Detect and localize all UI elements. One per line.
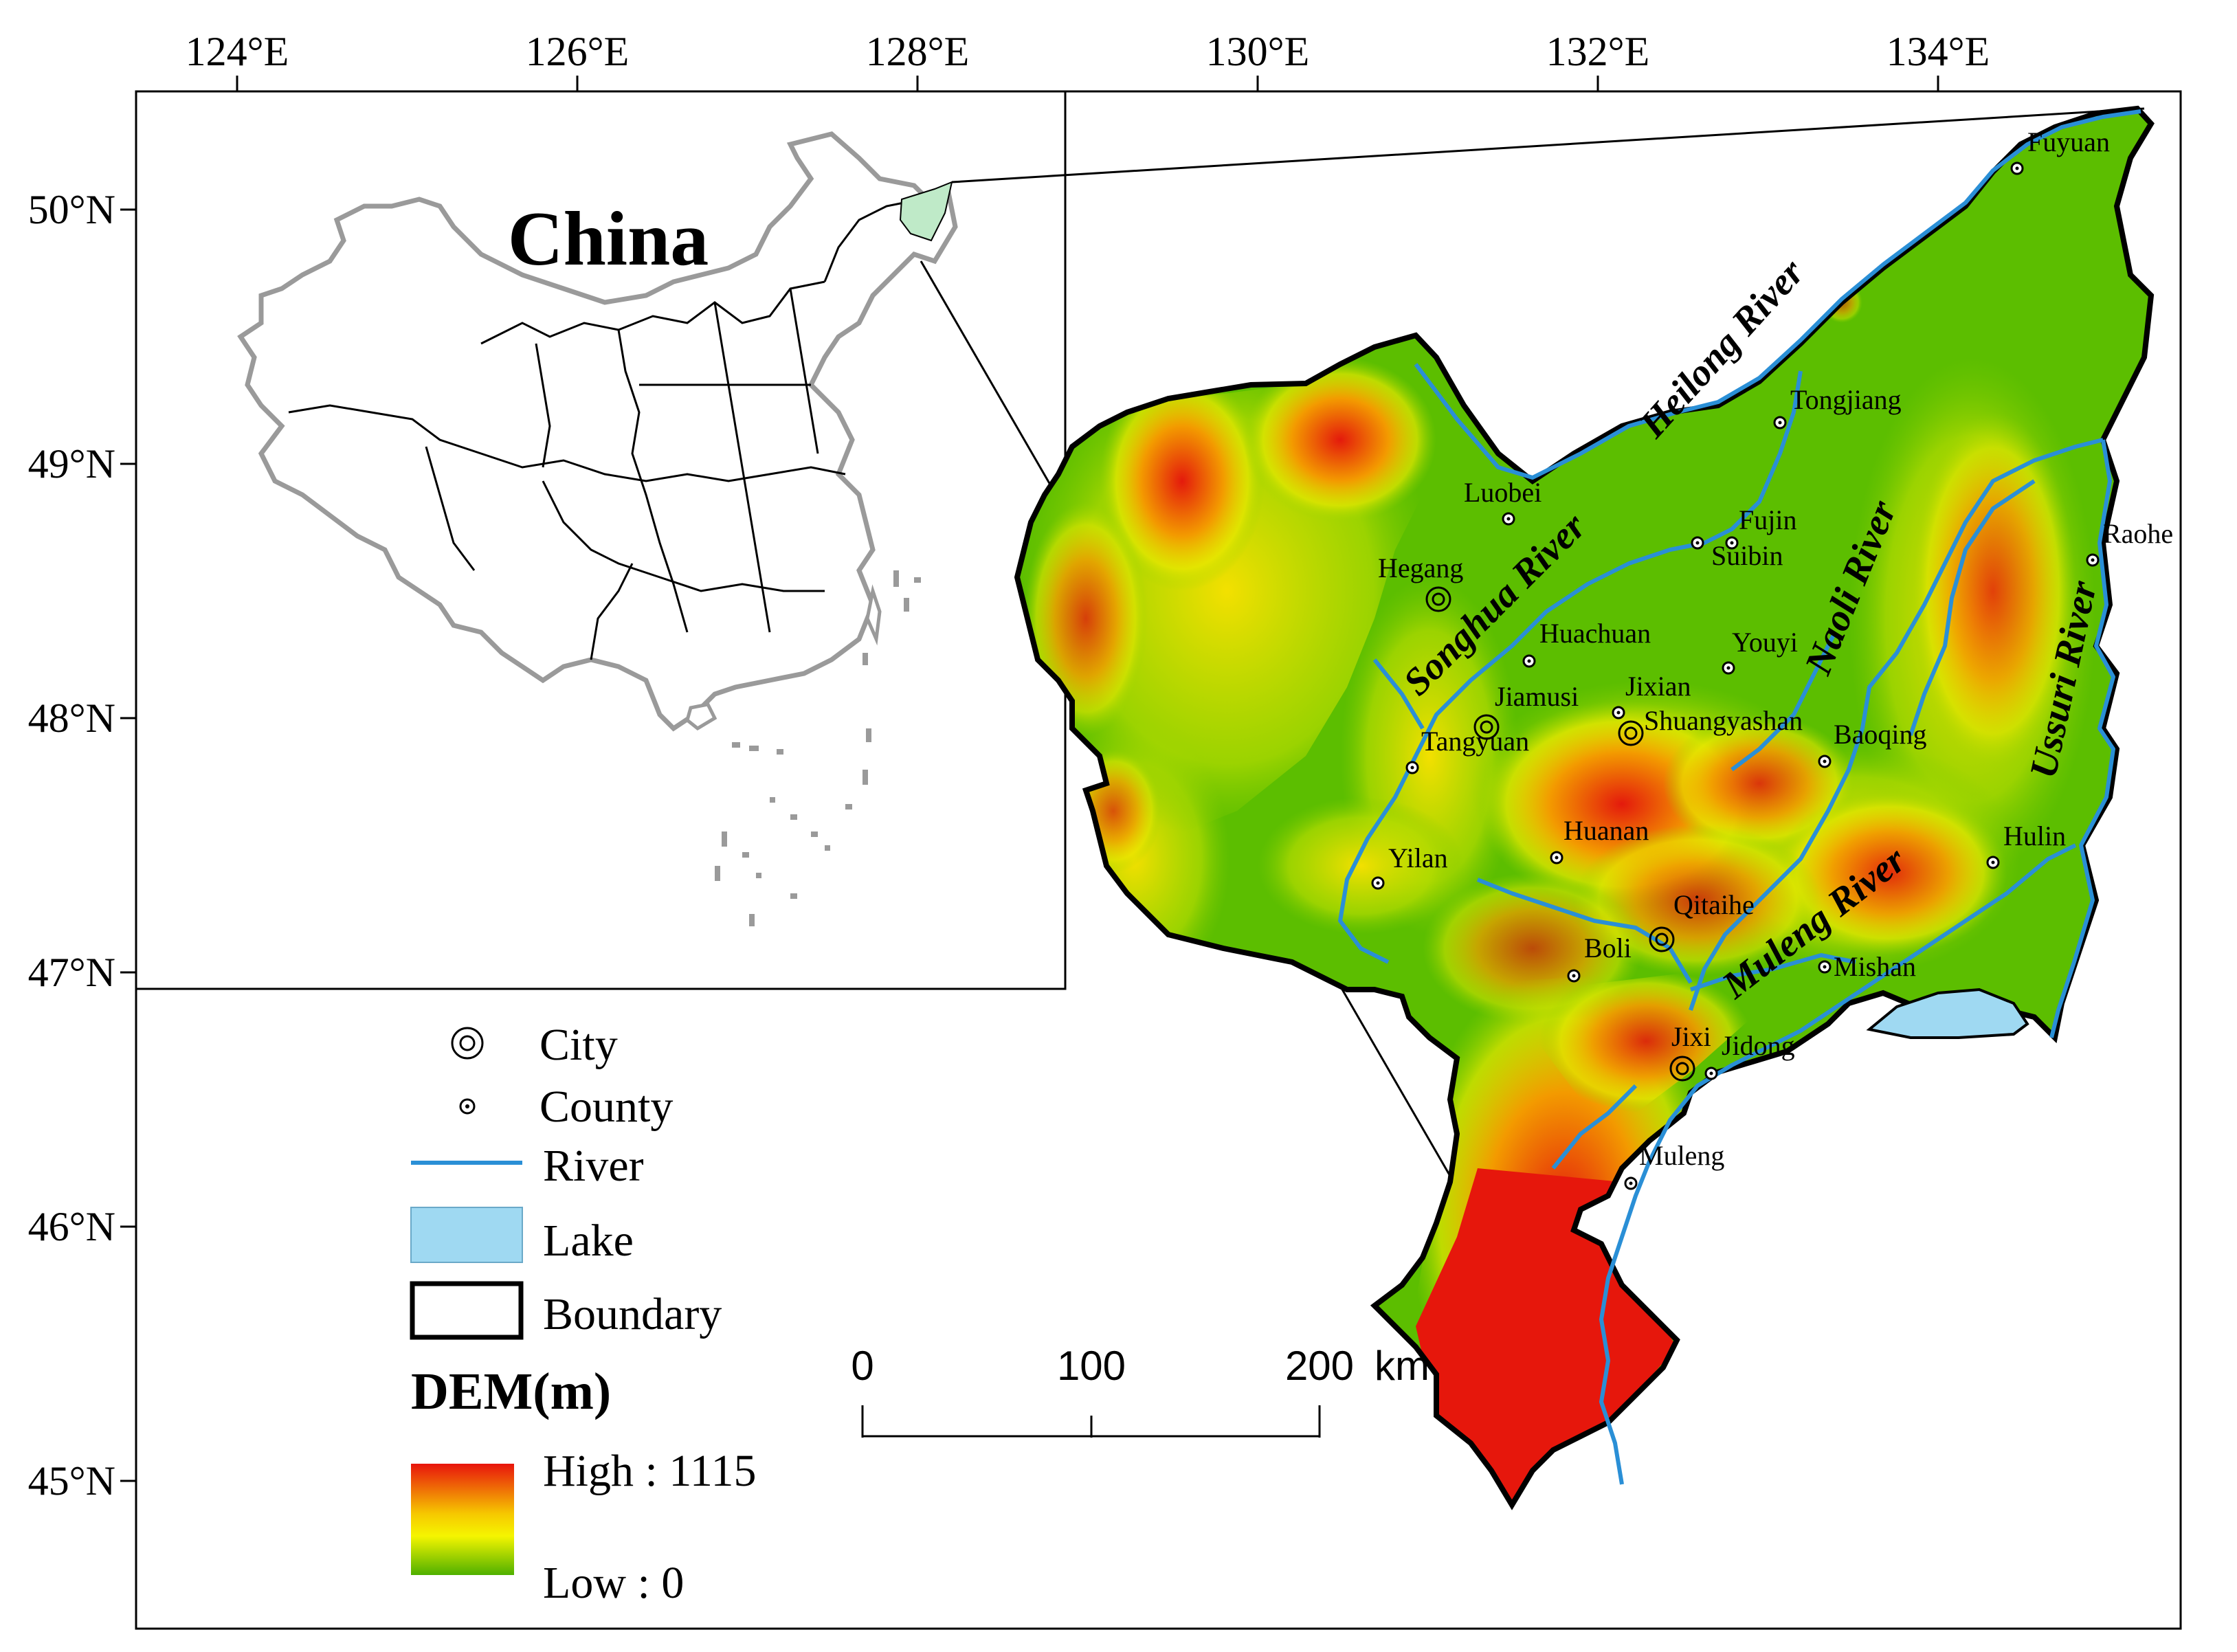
south-sea-islands [715,570,921,926]
city-label-luobei: Luobei [1464,477,1542,508]
scale-bar: 0 100 200 km [851,1343,1429,1438]
tributary-f [1551,1084,1638,1170]
legend-lake-symbol [410,1207,523,1263]
city-label-jiamusi: Jiamusi [1495,681,1579,712]
taiwan-island [865,584,882,646]
city-marker-shuangyashan [1618,720,1644,746]
city-label-huanan: Huanan [1563,815,1649,846]
lat-label-50: 50°N [28,187,115,232]
inset-title: China [508,197,709,282]
legend-dem-low: Low : 0 [543,1558,684,1608]
city-marker-boli [1567,969,1581,983]
city-marker-tangyuan [1405,761,1419,774]
lake [1866,987,2029,1039]
lon-label-130: 130°E [1206,29,1310,74]
ussuri-river-line [2049,439,2115,1038]
lat-label-49: 49°N [28,441,115,487]
tributary-d [1690,953,1856,992]
scale-tick-100: 100 [1057,1343,1126,1389]
city-marker-jiamusi [1473,714,1500,740]
city-marker-hulin [1986,856,2000,869]
tributary-b [1730,631,1837,772]
city-label-hegang: Hegang [1378,552,1463,583]
city-label-yilan: Yilan [1388,842,1448,873]
lon-label-132: 132°E [1546,29,1650,74]
lon-label-134: 134°E [1887,29,1990,74]
city-marker-jixi [1669,1056,1695,1082]
settlements: Fuyuan Tongjiang Luobei Fujin Suibin Rao… [1371,126,2173,1190]
legend-city-label: City [539,1020,618,1070]
city-label-raohe: Raohe [2103,518,2173,549]
legend-county-label: County [539,1082,673,1132]
legend-lake-label: Lake [543,1216,634,1266]
city-marker-jidong [1704,1067,1718,1080]
city-label-tangyuan: Tangyuan [1421,726,1529,757]
city-marker-qitaihe [1649,926,1675,952]
legend: City County River Lake Boundary DEM(m) H… [410,1020,756,1608]
naoli-river-line [1689,438,2104,1011]
city-marker-suibin [1691,536,1704,550]
heilong-river-line [1414,109,2141,480]
songhua-river-line [1338,370,1803,964]
city-label-jixi: Jixi [1671,1021,1711,1052]
legend-boundary-label: Boundary [543,1289,722,1339]
city-marker-fujin [1725,536,1739,550]
city-marker-raohe [2086,553,2100,567]
legend-river-label: River [543,1141,644,1191]
legend-boundary-symbol [410,1281,524,1340]
city-marker-muleng [1624,1176,1638,1190]
city-marker-jixian [1612,706,1625,719]
study-area [1017,109,2151,1505]
city-marker-mishan [1818,960,1832,974]
legend-dem-ramp [411,1464,514,1575]
lon-label-124: 124°E [186,29,289,74]
lon-label-126: 126°E [526,29,630,74]
scale-tick-200: 200 [1285,1343,1354,1389]
city-label-jidong: Jidong [1722,1030,1795,1061]
city-marker-huachuan [1522,654,1536,668]
tributary-c [1908,479,2036,736]
lat-label-46: 46°N [28,1204,115,1249]
city-label-jixian: Jixian [1625,671,1691,702]
graticule: 124°E 126°E 128°E 130°E 132°E 134°E 50°N… [28,29,1990,1504]
city-label-boli: Boli [1584,933,1632,963]
scale-tick-0: 0 [851,1343,873,1389]
city-marker-fuyuan [2010,161,2024,175]
city-marker-baoqing [1818,755,1832,768]
city-label-huachuan: Huachuan [1539,618,1651,649]
city-label-fujin: Fujin [1739,504,1796,535]
lat-label-48: 48°N [28,695,115,741]
lat-label-47: 47°N [28,950,115,995]
city-marker-huanan [1550,851,1563,864]
city-marker-hegang [1425,586,1451,612]
study-area-highlight [899,181,953,242]
china-inset: China [135,90,1067,990]
city-label-qitaihe: Qitaihe [1673,889,1755,920]
tributary-e [1372,658,1425,730]
china-outline [237,131,958,732]
city-label-suibin: Suibin [1711,540,1783,571]
city-label-youyi: Youyi [1732,627,1798,658]
city-marker-yilan [1371,876,1385,890]
legend-dem-high: High : 1115 [543,1446,756,1496]
city-label-tongjiang: Tongjiang [1790,384,1902,415]
city-label-shuangyashan: Shuangyashan [1644,705,1803,736]
legend-city-symbol [451,1027,484,1060]
hainan-island [685,702,717,731]
lat-label-45: 45°N [28,1458,115,1504]
lon-label-128: 128°E [866,29,970,74]
city-marker-tongjiang [1773,416,1787,429]
scale-unit: km [1375,1343,1429,1389]
city-label-mishan: Mishan [1834,951,1916,982]
city-label-hulin: Hulin [2003,821,2066,851]
legend-county-symbol [459,1098,476,1115]
city-label-baoqing: Baoqing [1834,719,1927,750]
muleng-river-line [1599,843,2077,1485]
city-label-fuyuan: Fuyuan [2027,126,2110,157]
city-marker-youyi [1722,661,1735,675]
city-marker-luobei [1502,512,1515,526]
legend-dem-title: DEM(m) [411,1363,611,1420]
city-label-muleng: Muleng [1639,1140,1724,1171]
